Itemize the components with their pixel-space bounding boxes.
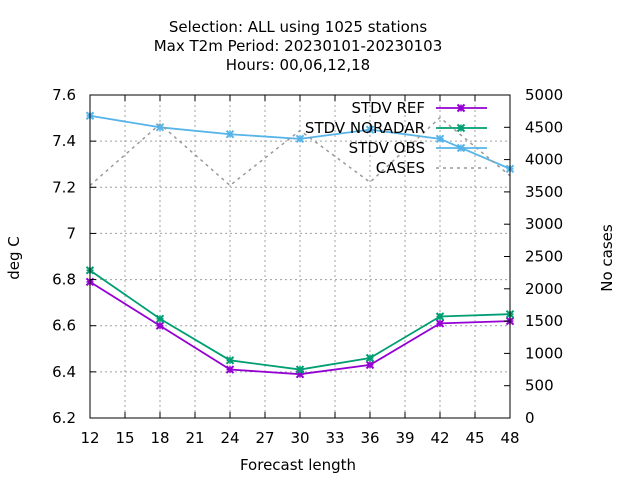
y-tick-label: 7 xyxy=(66,224,76,242)
y2-tick-label: 1000 xyxy=(525,344,563,362)
y2-axis-label: No cases xyxy=(598,224,616,292)
ticks: 12 15 18 21 24 27 30 33 36 39 42 45 48 6.2 6.4 6.6 6.8 7 7… xyxy=(52,86,563,447)
x-tick-label: 30 xyxy=(290,429,309,447)
data-point-stdv-obs xyxy=(295,134,305,144)
legend-label: STDV REF xyxy=(351,99,425,117)
legend-marker xyxy=(456,103,466,113)
y2-tick-label: 2000 xyxy=(525,280,563,298)
title-line-1: Selection: ALL using 1025 stations xyxy=(169,18,428,36)
y2-tick-label: 2500 xyxy=(525,248,563,266)
x-tick-label: 33 xyxy=(325,429,344,447)
legend-marker xyxy=(456,143,466,153)
data-point-stdv-obs xyxy=(155,123,165,132)
y-tick-label: 6.2 xyxy=(52,409,76,427)
y-tick-label: 6.6 xyxy=(52,317,76,335)
y2-tick-label: 4500 xyxy=(525,118,563,136)
data-point-stdv-ref xyxy=(435,319,445,328)
y-tick-label: 7.6 xyxy=(52,86,76,104)
series-stdv-ref xyxy=(85,277,515,379)
x-tick-label: 45 xyxy=(465,429,484,447)
data-point-stdv-noradar xyxy=(225,356,235,365)
data-point-stdv-noradar xyxy=(365,353,375,363)
data-point-stdv-ref xyxy=(155,321,165,330)
y-tick-label: 6.8 xyxy=(52,271,76,289)
series-stdv-noradar xyxy=(85,266,515,374)
legend-entry-cases: CASES xyxy=(376,159,487,177)
data-point-stdv-obs xyxy=(365,125,375,134)
series-line-cases xyxy=(89,116,511,187)
y2-tick-label: 4000 xyxy=(525,151,563,169)
legend-marker xyxy=(456,123,466,133)
data-point-stdv-ref xyxy=(225,365,235,374)
x-tick-label: 36 xyxy=(360,429,379,447)
x-tick-label: 39 xyxy=(395,429,414,447)
x-tick-label: 48 xyxy=(500,429,519,447)
x-tick-label: 24 xyxy=(220,429,239,447)
legend-entry-stdv-noradar: STDV NORADAR xyxy=(305,119,487,137)
series-cases xyxy=(89,116,511,187)
series-layer xyxy=(85,111,515,379)
y-tick-label: 7.2 xyxy=(52,178,76,196)
legend: STDV REF STDV NORADAR STDV OBS CASES xyxy=(305,99,487,177)
data-point-stdv-obs xyxy=(435,134,445,144)
y2-tick-label: 3000 xyxy=(525,215,563,233)
y2-tick-label: 500 xyxy=(525,377,554,395)
data-point-stdv-ref xyxy=(365,360,375,370)
y2-tick-label: 1500 xyxy=(525,312,563,330)
legend-entry-stdv-obs: STDV OBS xyxy=(349,139,487,157)
y2-tick-label: 3500 xyxy=(525,183,563,201)
legend-label: STDV NORADAR xyxy=(305,119,425,137)
y-tick-label: 7.4 xyxy=(52,132,76,150)
y2-tick-label: 5000 xyxy=(525,86,563,104)
x-tick-label: 15 xyxy=(115,429,134,447)
y-tick-label: 6.4 xyxy=(52,363,76,381)
x-tick-label: 27 xyxy=(255,429,274,447)
x-tick-label: 12 xyxy=(80,429,99,447)
x-tick-label: 42 xyxy=(430,429,449,447)
legend-label: STDV OBS xyxy=(349,139,425,157)
title-line-3: Hours: 00,06,12,18 xyxy=(226,56,370,74)
x-tick-label: 21 xyxy=(185,429,204,447)
data-point-stdv-noradar xyxy=(155,314,165,323)
y-axis-label: deg C xyxy=(5,236,23,280)
data-point-stdv-noradar xyxy=(295,365,305,374)
legend-entry-stdv-ref: STDV REF xyxy=(351,99,487,117)
x-tick-label: 18 xyxy=(150,429,169,447)
data-point-stdv-noradar xyxy=(435,312,445,321)
chart-title: Selection: ALL using 1025 stations Max T… xyxy=(154,18,443,74)
x-axis-label: Forecast length xyxy=(240,456,356,474)
title-line-2: Max T2m Period: 20230101-20230103 xyxy=(154,37,443,55)
legend-label: CASES xyxy=(376,159,425,177)
data-point-stdv-obs xyxy=(225,130,235,139)
y2-tick-label: 0 xyxy=(525,409,535,427)
